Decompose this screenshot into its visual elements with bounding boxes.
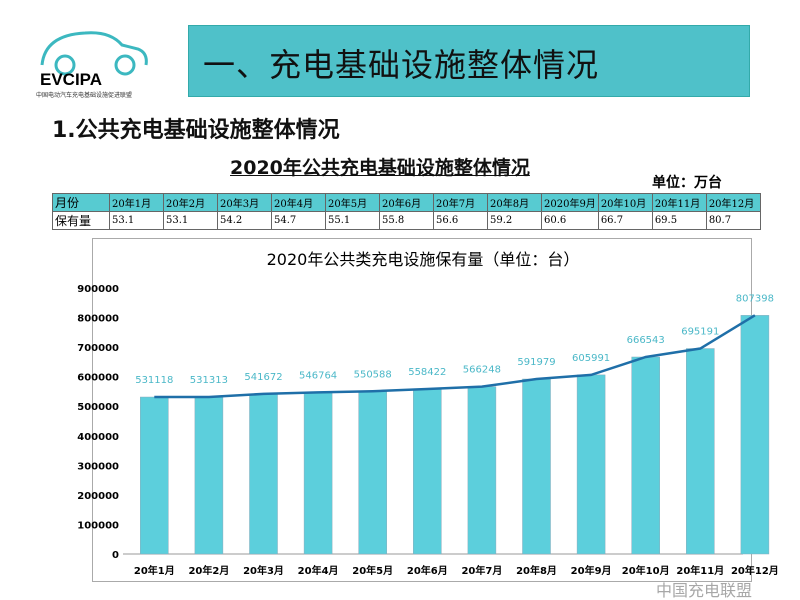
bar [140, 396, 169, 555]
bar [576, 374, 606, 555]
data-label: 550588 [354, 369, 392, 380]
value-cell: 54.7 [271, 211, 326, 230]
data-label: 605991 [572, 353, 610, 364]
y-tick-label: 800000 [77, 314, 119, 325]
x-tick-label: 20年8月 [516, 564, 557, 577]
data-label: 591979 [517, 357, 555, 368]
value-cell: 69.5 [651, 211, 707, 230]
x-tick-label: 20年12月 [731, 564, 779, 577]
value-cell: 80.7 [705, 211, 761, 230]
table-unit: 单位：万台 [652, 175, 722, 191]
data-label: 558422 [408, 367, 446, 378]
data-label: 531313 [190, 375, 228, 386]
month-cell: 20年11月 [651, 193, 707, 212]
month-cell: 20年2月 [163, 193, 218, 212]
month-cell: 20年3月 [217, 193, 272, 212]
x-tick-label: 20年1月 [134, 564, 175, 577]
svg-text:中国电动汽车充电基础设施促进联盟: 中国电动汽车充电基础设施促进联盟 [36, 91, 132, 99]
value-cell: 55.8 [379, 211, 434, 230]
data-table: 月份 20年1月 20年2月 20年3月 20年4月 20年5月 20年6月 20年7月 20年… [52, 193, 761, 230]
row-label: 保有量 [52, 211, 110, 230]
y-tick-label: 600000 [77, 373, 119, 384]
bar [413, 388, 442, 555]
watermark: 中国充电联盟 [656, 581, 753, 600]
table-title: 2020年公共充电基础设施整体情况 [230, 157, 530, 179]
data-label: 546764 [299, 370, 337, 381]
value-cell: 59.2 [487, 211, 542, 230]
value-cell: 66.7 [597, 211, 653, 230]
bar [194, 396, 224, 555]
bar [467, 386, 497, 555]
value-cell: 56.6 [433, 211, 488, 230]
month-cell: 20年12月 [705, 193, 761, 212]
x-tick-label: 20年6月 [407, 564, 448, 577]
value-cell: 60.6 [541, 211, 599, 230]
data-label: 541672 [244, 372, 282, 383]
section-banner: 一、充电基础设施整体情况 [188, 25, 750, 97]
month-cell: 20年5月 [325, 193, 380, 212]
row-label: 月份 [52, 193, 110, 212]
month-cell: 20年6月 [379, 193, 434, 212]
y-tick-label: 100000 [77, 520, 119, 531]
x-tick-label: 20年9月 [571, 564, 612, 577]
month-cell: 20年4月 [271, 193, 326, 212]
trend-line [154, 314, 756, 399]
data-label: 666543 [627, 335, 665, 346]
data-label: 566248 [463, 365, 501, 376]
data-label: 807398 [736, 293, 774, 304]
banner-title: 一、充电基础设施整体情况 [203, 46, 600, 84]
evcipa-logo: EVCIPA 中国电动汽车充电基础设施促进联盟 [30, 25, 180, 100]
month-cell: 2020年9月 [541, 193, 599, 212]
data-label: 695191 [681, 327, 719, 338]
y-tick-label: 300000 [77, 461, 119, 472]
subtitle: 1.公共充电基础设施整体情况 [52, 118, 340, 143]
value-cell: 53.1 [109, 211, 164, 230]
y-tick-label: 200000 [77, 491, 119, 502]
bar [631, 356, 660, 555]
bar [358, 391, 387, 555]
month-cell: 20年8月 [487, 193, 542, 212]
bar [249, 393, 278, 555]
x-tick-label: 20年10月 [622, 564, 670, 577]
x-tick-label: 20年5月 [352, 564, 393, 577]
data-label: 531118 [135, 375, 173, 386]
bar [522, 378, 551, 555]
value-cell: 54.2 [217, 211, 272, 230]
value-cell: 53.1 [163, 211, 218, 230]
bar [740, 315, 770, 555]
chart: 2020年公共类充电设施保有量（单位：台） 0 100000 200000 300000… [77, 238, 779, 582]
y-tick-label: 0 [112, 550, 119, 561]
x-tick-label: 20年3月 [243, 564, 284, 577]
chart-title: 2020年公共类充电设施保有量（单位：台） [267, 250, 580, 269]
month-cell: 20年10月 [597, 193, 653, 212]
month-cell: 20年1月 [109, 193, 164, 212]
x-tick-label: 20年7月 [461, 564, 502, 577]
x-tick-label: 20年2月 [188, 564, 229, 577]
month-cell: 20年7月 [433, 193, 488, 212]
svg-text:EVCIPA: EVCIPA [40, 70, 102, 89]
value-cell: 55.1 [325, 211, 380, 230]
x-tick-label: 20年4月 [298, 564, 339, 577]
y-tick-label: 900000 [77, 284, 119, 295]
bar [686, 348, 715, 555]
y-tick-label: 400000 [77, 432, 119, 443]
x-tick-label: 20年11月 [676, 564, 724, 577]
y-tick-label: 700000 [77, 343, 119, 354]
y-tick-label: 500000 [77, 402, 119, 413]
bar [303, 392, 333, 555]
